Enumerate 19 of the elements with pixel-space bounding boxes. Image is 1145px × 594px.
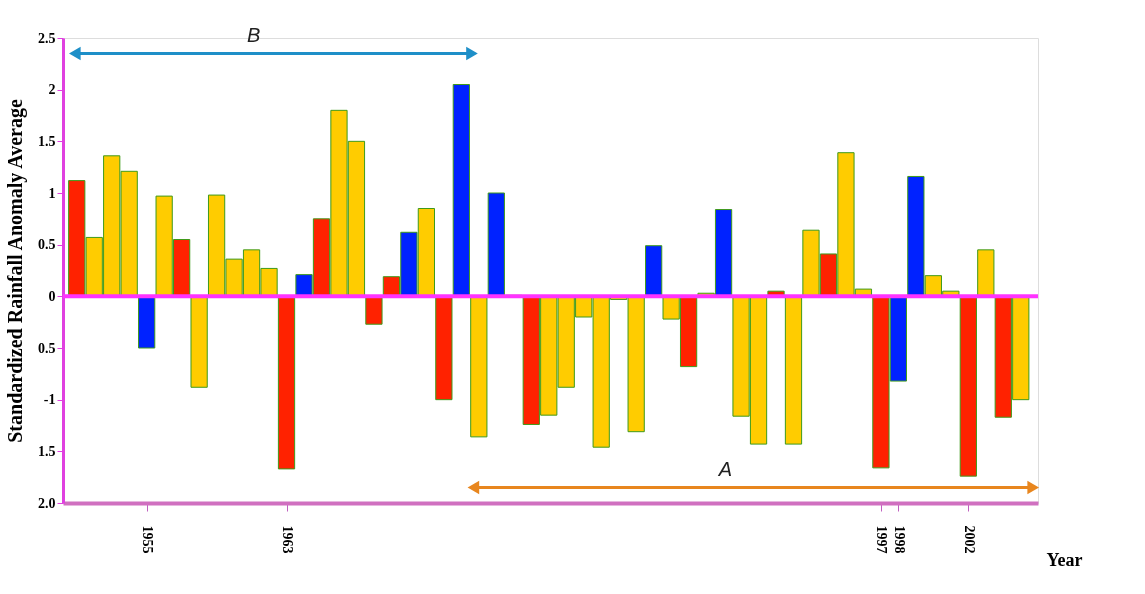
x-tick-label: 1997 — [874, 525, 890, 554]
y-axis-title: Standardized Rainfall Anomaly Average — [4, 99, 27, 443]
y-tick-label: 2.5 — [38, 30, 56, 46]
y-tick-label: 2 — [48, 82, 56, 98]
y-tick-label: 1.5 — [38, 443, 56, 459]
y-tick-label: 0 — [48, 288, 56, 304]
x-tick-label: 1955 — [140, 525, 156, 554]
x-tick-label: 2002 — [961, 525, 977, 554]
x-axis-title: Year — [1046, 549, 1083, 570]
y-tick-label: 1 — [48, 185, 56, 201]
y-tick-label: 2.0 — [38, 495, 56, 511]
series-label: B — [247, 23, 261, 46]
x-tick-label: 1998 — [891, 525, 907, 554]
series-label: A — [717, 457, 733, 480]
y-tick-label: -1 — [43, 392, 56, 408]
y-tick-label: 0.5 — [38, 237, 56, 253]
y-tick-label: 0.5 — [38, 340, 56, 356]
x-tick-label: 1963 — [280, 525, 296, 554]
y-tick-label: 1.5 — [38, 133, 56, 149]
